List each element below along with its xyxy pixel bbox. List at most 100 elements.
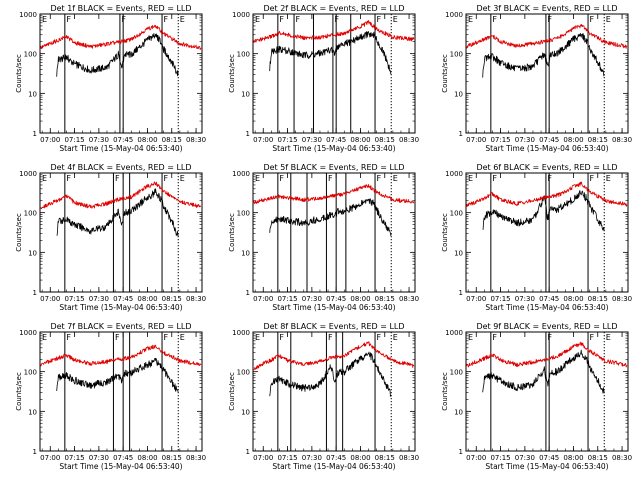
y-axis-label: Counts/sec bbox=[15, 372, 23, 411]
y-tick-label: 1 bbox=[246, 130, 250, 138]
x-tick-label: 07:45 bbox=[326, 295, 346, 303]
lld-series-line bbox=[466, 341, 628, 368]
interval-marker-label: F bbox=[164, 333, 169, 342]
interval-marker-label: F bbox=[334, 15, 339, 24]
interval-marker-label: E bbox=[180, 333, 185, 342]
x-tick-label: 08:15 bbox=[375, 454, 395, 462]
interval-marker-label: F bbox=[492, 15, 497, 24]
y-tick-label: 100 bbox=[450, 51, 463, 59]
x-tick-label: 07:30 bbox=[515, 295, 535, 303]
interval-marker-label: E bbox=[393, 15, 398, 24]
plot-frame bbox=[252, 172, 416, 293]
x-tick-label: 08:30 bbox=[186, 454, 206, 462]
x-axis-label: Start Time (15-May-04 06:53:40) bbox=[485, 462, 608, 471]
interval-marker-label: F bbox=[492, 174, 497, 183]
plot-frame bbox=[252, 331, 416, 452]
y-tick-label: 100 bbox=[450, 210, 463, 218]
interval-marker-label: E bbox=[180, 174, 185, 183]
y-tick-label: 1000 bbox=[19, 170, 37, 178]
interval-marker-label: F bbox=[547, 333, 552, 342]
panel-det-5f: Det 5f BLACK = Events, RED = LLD 1 10 100 10… bbox=[228, 163, 419, 312]
y-axis-label: Counts/sec bbox=[228, 213, 236, 252]
x-tick-label: 07:15 bbox=[490, 295, 510, 303]
y-tick-label: 100 bbox=[24, 369, 37, 377]
events-series-line bbox=[56, 357, 179, 393]
lld-series-line bbox=[253, 20, 415, 43]
plot-frame bbox=[39, 172, 203, 293]
interval-marker-label: F bbox=[377, 174, 382, 183]
x-tick-label: 08:00 bbox=[137, 454, 157, 462]
interval-marker-label: F bbox=[115, 174, 120, 183]
lld-series-line bbox=[40, 344, 202, 367]
interval-marker-label: F bbox=[279, 15, 284, 24]
y-tick-label: 1000 bbox=[445, 11, 463, 19]
x-tick-label: 08:30 bbox=[186, 295, 206, 303]
x-tick-label: 07:45 bbox=[113, 295, 133, 303]
lld-series-line bbox=[253, 341, 415, 371]
y-tick-label: 10 bbox=[28, 249, 37, 257]
x-tick-label: 07:00 bbox=[466, 454, 486, 462]
x-axis-label: Start Time (15-May-04 06:53:40) bbox=[485, 144, 608, 153]
plot-frame bbox=[39, 13, 203, 134]
y-tick-label: 1 bbox=[459, 130, 463, 138]
x-tick-label: 07:00 bbox=[253, 454, 273, 462]
panel-det-9f: Det 9f BLACK = Events, RED = LLD 1 10 100 10… bbox=[441, 322, 632, 471]
x-tick-label: 08:00 bbox=[137, 136, 157, 144]
interval-marker-label: E bbox=[393, 333, 398, 342]
y-tick-label: 1 bbox=[246, 448, 250, 456]
interval-marker-label: E bbox=[42, 174, 47, 183]
x-tick-label: 07:45 bbox=[326, 136, 346, 144]
interval-marker-label: E bbox=[606, 15, 611, 24]
y-tick-label: 1 bbox=[459, 289, 463, 297]
x-tick-label: 07:45 bbox=[539, 295, 559, 303]
x-tick-label: 07:30 bbox=[89, 454, 109, 462]
y-axis-label: Counts/sec bbox=[228, 54, 236, 93]
y-axis-label: Counts/sec bbox=[441, 213, 449, 252]
interval-marker-label: F bbox=[164, 15, 169, 24]
events-series-line bbox=[482, 33, 605, 78]
lld-series-line bbox=[40, 24, 202, 50]
y-tick-label: 1 bbox=[459, 448, 463, 456]
interval-marker-label: F bbox=[115, 333, 120, 342]
events-series-line bbox=[56, 188, 179, 237]
y-tick-label: 10 bbox=[28, 408, 37, 416]
x-tick-label: 07:45 bbox=[326, 454, 346, 462]
panel-det-7f: Det 7f BLACK = Events, RED = LLD 1 10 100 10… bbox=[15, 322, 206, 471]
x-tick-label: 08:15 bbox=[162, 136, 182, 144]
y-tick-label: 1 bbox=[246, 289, 250, 297]
panel-det-4f: Det 4f BLACK = Events, RED = LLD 1 10 100 10… bbox=[15, 163, 206, 312]
x-tick-label: 07:30 bbox=[89, 295, 109, 303]
x-axis-label: Start Time (15-May-04 06:53:40) bbox=[485, 303, 608, 312]
x-tick-label: 07:00 bbox=[466, 136, 486, 144]
x-tick-label: 07:15 bbox=[490, 136, 510, 144]
x-axis-label: Start Time (15-May-04 06:53:40) bbox=[272, 144, 395, 153]
interval-marker-label: F bbox=[328, 333, 333, 342]
x-tick-label: 08:00 bbox=[563, 136, 583, 144]
panel-title: Det 4f BLACK = Events, RED = LLD bbox=[50, 163, 191, 172]
x-tick-label: 08:00 bbox=[137, 295, 157, 303]
interval-marker-label: F bbox=[279, 333, 284, 342]
interval-marker-label: F bbox=[547, 174, 552, 183]
x-tick-label: 07:00 bbox=[40, 136, 60, 144]
interval-marker-label: F bbox=[66, 333, 71, 342]
events-series-line bbox=[269, 198, 392, 236]
x-axis-label: Start Time (15-May-04 06:53:40) bbox=[59, 303, 182, 312]
x-tick-label: 08:30 bbox=[612, 136, 632, 144]
y-tick-label: 10 bbox=[28, 90, 37, 98]
x-axis-label: Start Time (15-May-04 06:53:40) bbox=[272, 462, 395, 471]
y-axis-label: Counts/sec bbox=[441, 372, 449, 411]
y-tick-label: 10 bbox=[241, 408, 250, 416]
y-tick-label: 1000 bbox=[232, 170, 250, 178]
panel-title: Det 6f BLACK = Events, RED = LLD bbox=[476, 163, 617, 172]
x-tick-label: 08:15 bbox=[588, 136, 608, 144]
lld-series-line bbox=[466, 181, 628, 207]
y-axis-label: Counts/sec bbox=[228, 372, 236, 411]
panel-det-2f: Det 2f BLACK = Events, RED = LLD 1 10 100 10… bbox=[228, 4, 419, 153]
interval-marker-label: F bbox=[66, 174, 71, 183]
y-axis-label: Counts/sec bbox=[15, 54, 23, 93]
y-tick-label: 100 bbox=[237, 51, 250, 59]
x-tick-label: 07:15 bbox=[277, 454, 297, 462]
interval-marker-label: E bbox=[606, 333, 611, 342]
interval-marker-label: F bbox=[328, 174, 333, 183]
